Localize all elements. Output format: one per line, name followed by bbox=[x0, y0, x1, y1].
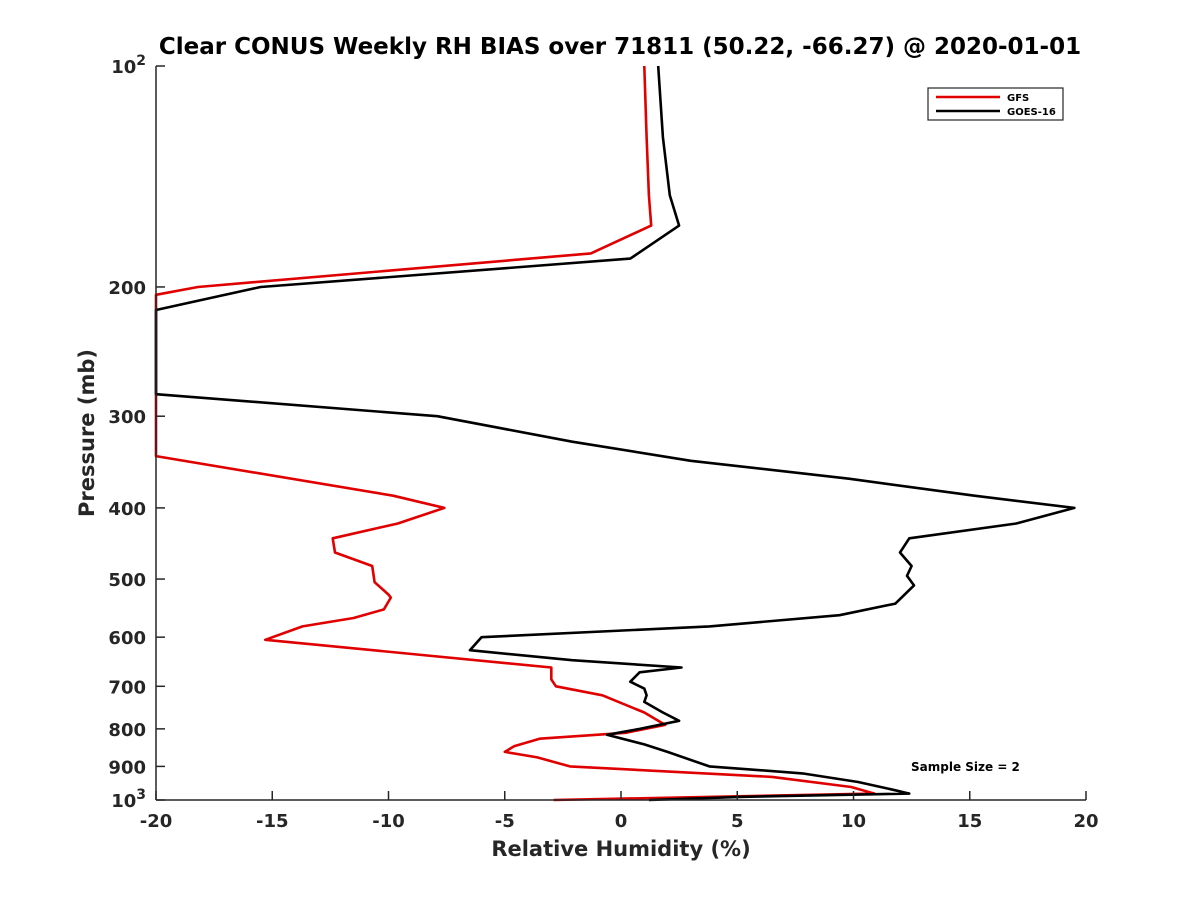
y-axis-label: Pressure (mb) bbox=[75, 349, 99, 517]
series-line-goes16 bbox=[154, 65, 1076, 802]
x-tick-label: -5 bbox=[495, 811, 515, 832]
y-tick-label: 103 bbox=[111, 787, 146, 812]
y-tick-label: 200 bbox=[108, 278, 146, 299]
chart-title: Clear CONUS Weekly RH BIAS over 71811 (5… bbox=[159, 34, 1081, 60]
x-tick-label: -15 bbox=[256, 811, 289, 832]
y-tick-label: 600 bbox=[108, 628, 146, 649]
series-line-gfs bbox=[154, 65, 876, 802]
x-tick-label: 10 bbox=[841, 811, 866, 832]
plot-area: -20 -15 -10 -5 0 5 10 15 20 102 200 300 400 500 600 70… bbox=[108, 53, 1098, 832]
x-tick-label: 20 bbox=[1073, 811, 1098, 832]
y-tick-label: 800 bbox=[108, 720, 146, 741]
x-axis-label: Relative Humidity (%) bbox=[491, 837, 750, 861]
y-tick-label: 900 bbox=[108, 757, 146, 778]
x-tick-label: -10 bbox=[372, 811, 405, 832]
legend-label-goes16: GOES-16 bbox=[1007, 107, 1056, 118]
series-layer bbox=[154, 65, 1076, 802]
legend-box bbox=[927, 87, 1064, 121]
x-tick-label: 15 bbox=[957, 811, 982, 832]
x-tick-label: -20 bbox=[140, 811, 173, 832]
y-ticks: 102 200 300 400 500 600 700 800 900 103 bbox=[108, 53, 165, 812]
y-tick-label: 500 bbox=[108, 570, 146, 591]
x-ticks: -20 -15 -10 -5 0 5 10 15 20 bbox=[140, 791, 1099, 832]
x-tick-label: 5 bbox=[731, 811, 744, 832]
sample-size-annotation: Sample Size = 2 bbox=[911, 760, 1020, 774]
legend: GFS GOES-16 bbox=[927, 87, 1064, 121]
y-tick-label: 300 bbox=[108, 407, 146, 428]
y-tick-label: 400 bbox=[108, 499, 146, 520]
legend-label-gfs: GFS bbox=[1007, 93, 1029, 104]
y-tick-label: 700 bbox=[108, 677, 146, 698]
x-tick-label: 0 bbox=[615, 811, 628, 832]
y-tick-label: 102 bbox=[111, 53, 146, 78]
